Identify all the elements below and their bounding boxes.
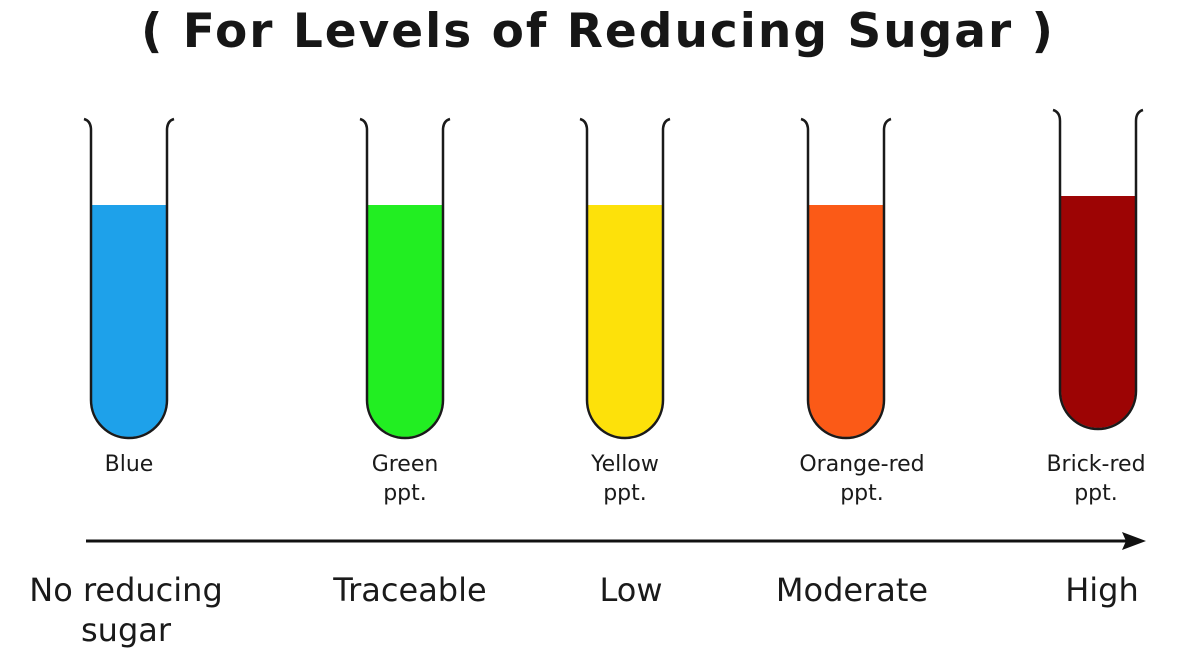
liquid-orange-red: [809, 205, 883, 437]
tube-label-line1: Brick-red: [1046, 452, 1146, 477]
level-label-no-reducing-sugar: No reducing sugar: [0, 570, 256, 650]
tube-label-line2: ppt.: [603, 481, 647, 506]
tube-outline-orange-red: [800, 117, 892, 440]
test-tube-blue: [83, 117, 175, 440]
diagram-title: ( For Levels of Reducing Sugar ): [140, 4, 1056, 59]
level-label-line1: High: [1065, 571, 1139, 609]
tube-label-yellow: Yellow ppt.: [525, 450, 725, 508]
test-tube-green: [359, 117, 451, 440]
liquid-green: [368, 205, 442, 437]
liquid-blue: [92, 205, 166, 437]
tube-label-brick-red: Brick-red ppt.: [996, 450, 1196, 508]
tube-label-line2: ppt.: [383, 481, 427, 506]
tube-label-line1: Blue: [104, 452, 154, 477]
tube-label-orange-red: Orange-red ppt.: [762, 450, 962, 508]
tube-label-line2: ppt.: [1074, 481, 1118, 506]
tube-label-line2: ppt.: [840, 481, 884, 506]
level-label-line1: Traceable: [333, 571, 487, 609]
tube-label-green: Green ppt.: [305, 450, 505, 508]
level-label-high: High: [972, 570, 1196, 610]
tube-label-blue: Blue: [29, 450, 229, 479]
level-label-line1: Moderate: [775, 571, 929, 609]
level-label-line1: Low: [599, 571, 663, 609]
level-label-traceable: Traceable: [280, 570, 540, 610]
level-label-moderate: Moderate: [722, 570, 982, 610]
liquid-brick-red: [1061, 196, 1135, 428]
tube-label-line1: Orange-red: [799, 452, 925, 477]
test-tubes-illustration: [83, 108, 1146, 550]
test-tube-orange-red: [800, 117, 892, 440]
tube-outline-brick-red: [1052, 108, 1144, 431]
test-tube-yellow: [579, 117, 671, 440]
tube-outline-green: [359, 117, 451, 440]
tube-label-line1: Yellow: [591, 452, 659, 477]
liquid-yellow: [588, 205, 662, 437]
increasing-level-arrow: [86, 532, 1146, 550]
test-tube-brick-red: [1052, 108, 1144, 431]
tube-label-line1: Green: [371, 452, 439, 477]
tube-outline-blue: [83, 117, 175, 440]
level-label-line2: sugar: [80, 611, 172, 649]
level-label-low: Low: [501, 570, 761, 610]
level-label-line1: No reducing: [29, 571, 223, 609]
arrow-head: [1122, 532, 1146, 550]
tube-outline-yellow: [579, 117, 671, 440]
